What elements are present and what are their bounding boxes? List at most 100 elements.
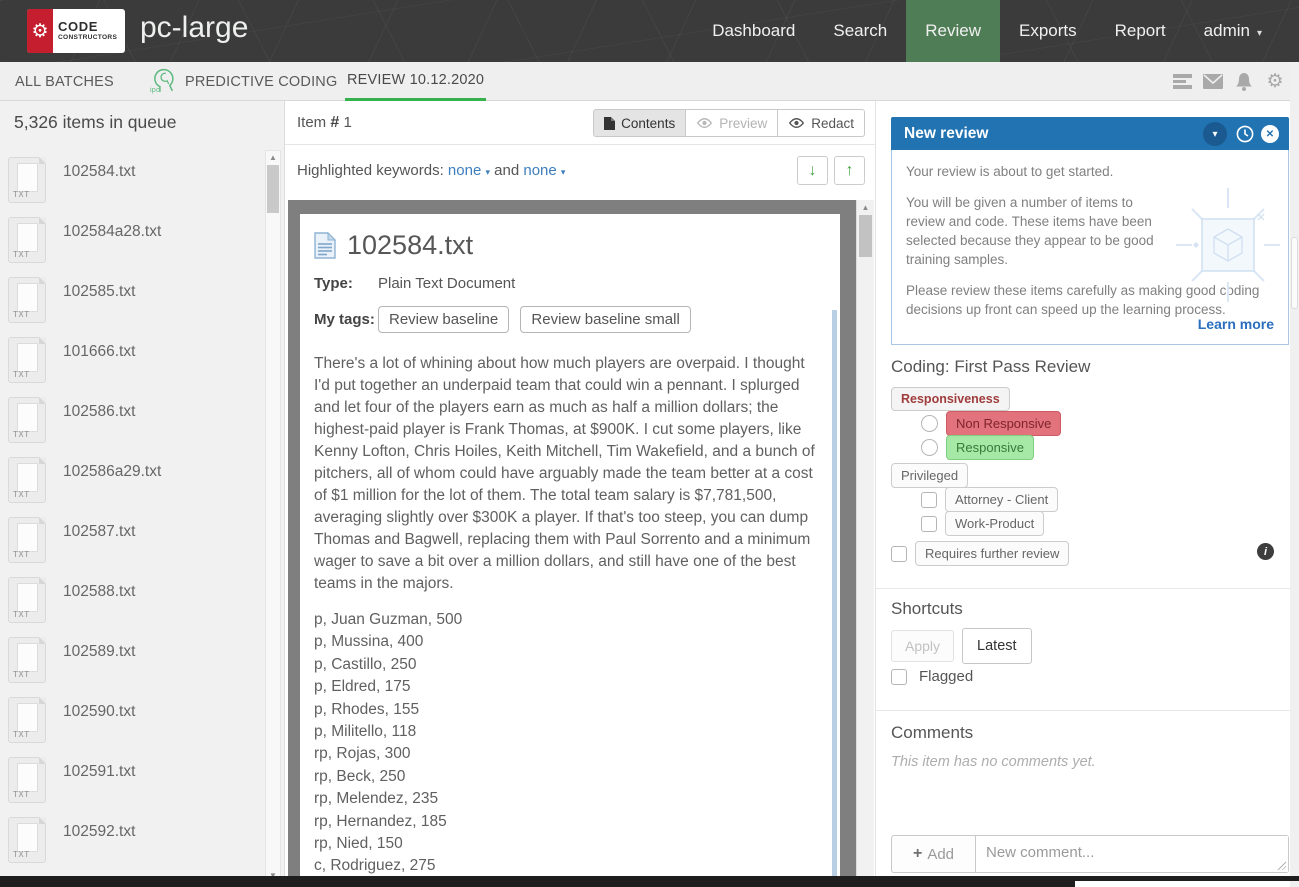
info-icon[interactable]: i — [1257, 543, 1274, 560]
tab-predictive-coding[interactable]: ipc PREDICTIVE CODING — [150, 62, 337, 101]
page-scrollbar-thumb[interactable] — [1291, 237, 1298, 309]
new-comment-input[interactable] — [976, 836, 1288, 872]
non-responsive-option: Non Responsive — [921, 411, 1062, 436]
scroll-up-icon[interactable]: ▲ — [269, 153, 277, 162]
queue-item[interactable]: TXT 102586.txt — [8, 397, 258, 457]
page-scrollbar[interactable] — [1290, 62, 1299, 887]
txt-file-icon: TXT — [8, 517, 46, 563]
responsiveness-category: Responsiveness — [891, 387, 1010, 411]
gear-icon[interactable]: ⚙ — [1266, 71, 1284, 92]
tab-review-batch[interactable]: REVIEW 10.12.2020 — [345, 62, 487, 101]
learn-more-link[interactable]: Learn more — [1197, 316, 1274, 332]
document-tags-row: My tags: Review baseline Review baseline… — [314, 306, 826, 333]
coding-heading: Coding: First Pass Review — [891, 357, 1091, 376]
further-review-checkbox[interactable] — [891, 545, 907, 562]
new-review-body: Your review is about to get started. You… — [891, 150, 1289, 345]
queue-list-icon[interactable] — [1172, 72, 1192, 92]
queue-item[interactable]: TXT 102591.txt — [8, 757, 258, 817]
divider — [876, 588, 1291, 589]
prev-hit-button[interactable]: ↑ — [834, 156, 865, 185]
nav-item-dashboard[interactable]: Dashboard — [712, 21, 796, 40]
flagged-option: Flagged — [891, 668, 973, 685]
logo-text: CODE CONSTRUCTORS — [53, 20, 117, 42]
flagged-checkbox[interactable] — [891, 668, 907, 685]
work-product-pill[interactable]: Work-Product — [945, 511, 1045, 536]
top-navbar: ⚙ CODE CONSTRUCTORS pc-large Dashboard S… — [0, 0, 1299, 62]
preview-button[interactable]: Preview — [686, 109, 779, 137]
queue-item[interactable]: TXT 101666.txt — [8, 337, 258, 397]
collapse-caret-icon[interactable]: ▾ — [1203, 122, 1227, 146]
viewer-scrollbar-thumb[interactable] — [859, 215, 872, 257]
roster-line: rp, Nied, 150 — [314, 835, 403, 853]
redact-button[interactable]: Redact — [778, 109, 865, 137]
txt-file-icon: TXT — [8, 337, 46, 383]
queue-item[interactable]: TXT 102586a29.txt — [8, 457, 258, 517]
roster-line: p, Rhodes, 155 — [314, 700, 420, 718]
scroll-up-icon[interactable]: ▲ — [861, 203, 870, 212]
further-review-pill[interactable]: Requires further review — [915, 541, 1070, 566]
window-bottom-edge — [0, 876, 1299, 881]
nav-item-exports[interactable]: Exports — [1018, 21, 1077, 40]
comments-heading: Comments — [891, 723, 974, 742]
tab-all-batches[interactable]: ALL BATCHES — [15, 62, 114, 101]
queue-item[interactable]: TXT 102584a28.txt — [8, 217, 258, 277]
mail-icon[interactable] — [1203, 72, 1223, 92]
queue-item[interactable]: TXT 102585.txt — [8, 277, 258, 337]
document-paragraph: There's a lot of whining about how much … — [314, 355, 815, 592]
queue-item[interactable]: TXT 102588.txt — [8, 577, 258, 637]
viewer-scrollbar[interactable]: ▲ ▼ — [856, 200, 874, 887]
tag-pill: Review baseline — [378, 306, 510, 333]
queue-sidebar: 5,326 items in queue TXT 102584.txt TXT … — [0, 101, 285, 887]
txt-file-icon: TXT — [8, 457, 46, 503]
company-logo[interactable]: ⚙ CODE CONSTRUCTORS — [27, 9, 125, 53]
notice-paragraph: You will be given a number of items to r… — [906, 195, 1154, 267]
queue-item[interactable]: TXT 102590.txt — [8, 697, 258, 757]
shortcuts-heading: Shortcuts — [891, 599, 963, 618]
contents-button[interactable]: Contents — [593, 109, 687, 137]
type-label: Type: — [314, 275, 353, 292]
user-menu[interactable]: admin ▾ — [1185, 0, 1281, 62]
keyword-dropdown-1[interactable]: none ▾ — [447, 162, 490, 179]
tag-pill: Review baseline small — [520, 306, 691, 333]
queue-item[interactable]: TXT 102584.txt — [8, 157, 258, 217]
nav-item-review[interactable]: Review — [906, 0, 1000, 62]
queue-item[interactable]: TXT 102592.txt — [8, 817, 258, 877]
bell-icon[interactable] — [1234, 72, 1254, 92]
nav-item-search[interactable]: Search — [833, 21, 888, 40]
document-inner-scrollbar[interactable] — [832, 310, 837, 887]
roster-line: p, Eldred, 175 — [314, 678, 411, 696]
nav-item-report[interactable]: Report — [1114, 21, 1166, 40]
queue-scrollbar-thumb[interactable] — [267, 165, 279, 213]
document-filename: 102584.txt — [347, 230, 474, 260]
responsive-pill[interactable]: Responsive — [946, 435, 1034, 460]
responsive-radio[interactable] — [921, 439, 938, 456]
close-icon[interactable]: ✕ — [1261, 125, 1279, 143]
non-responsive-radio[interactable] — [921, 415, 938, 432]
add-comment-button[interactable]: + Add — [891, 835, 975, 873]
caret-down-icon: ▾ — [560, 167, 566, 177]
tab-all-batches-label: ALL BATCHES — [15, 73, 114, 90]
scroll-down-icon[interactable]: ▼ — [266, 871, 280, 880]
attorney-client-checkbox[interactable] — [921, 491, 937, 508]
queue-item[interactable]: TXT 102589.txt — [8, 637, 258, 697]
new-review-header: New review ▾ ✕ — [891, 117, 1289, 150]
arrow-down-icon: ↓ — [808, 161, 817, 179]
document-page: 102584.txt Type: Plain Text Document My … — [300, 214, 840, 887]
txt-file-icon: TXT — [8, 757, 46, 803]
keyword-dropdown-2[interactable]: none ▾ — [523, 162, 566, 179]
non-responsive-pill[interactable]: Non Responsive — [946, 411, 1062, 436]
work-product-checkbox[interactable] — [921, 515, 937, 532]
txt-file-icon: TXT — [8, 697, 46, 743]
file-icon — [604, 116, 616, 130]
resize-handle[interactable] — [1276, 860, 1286, 870]
attorney-client-pill[interactable]: Attorney - Client — [945, 487, 1059, 512]
coding-panel: New review ▾ ✕ Your review is about to g… — [875, 101, 1291, 887]
queue-item[interactable]: TXT 102587.txt — [8, 517, 258, 577]
comment-input-group: + Add — [891, 835, 1289, 873]
latest-button[interactable]: Latest — [962, 628, 1032, 664]
next-hit-button[interactable]: ↓ — [797, 156, 828, 185]
apply-button[interactable]: Apply — [891, 630, 955, 662]
queue-scrollbar[interactable]: ▲ ▼ — [265, 150, 281, 883]
txt-file-icon: TXT — [8, 637, 46, 683]
history-clock-icon[interactable] — [1236, 125, 1254, 143]
